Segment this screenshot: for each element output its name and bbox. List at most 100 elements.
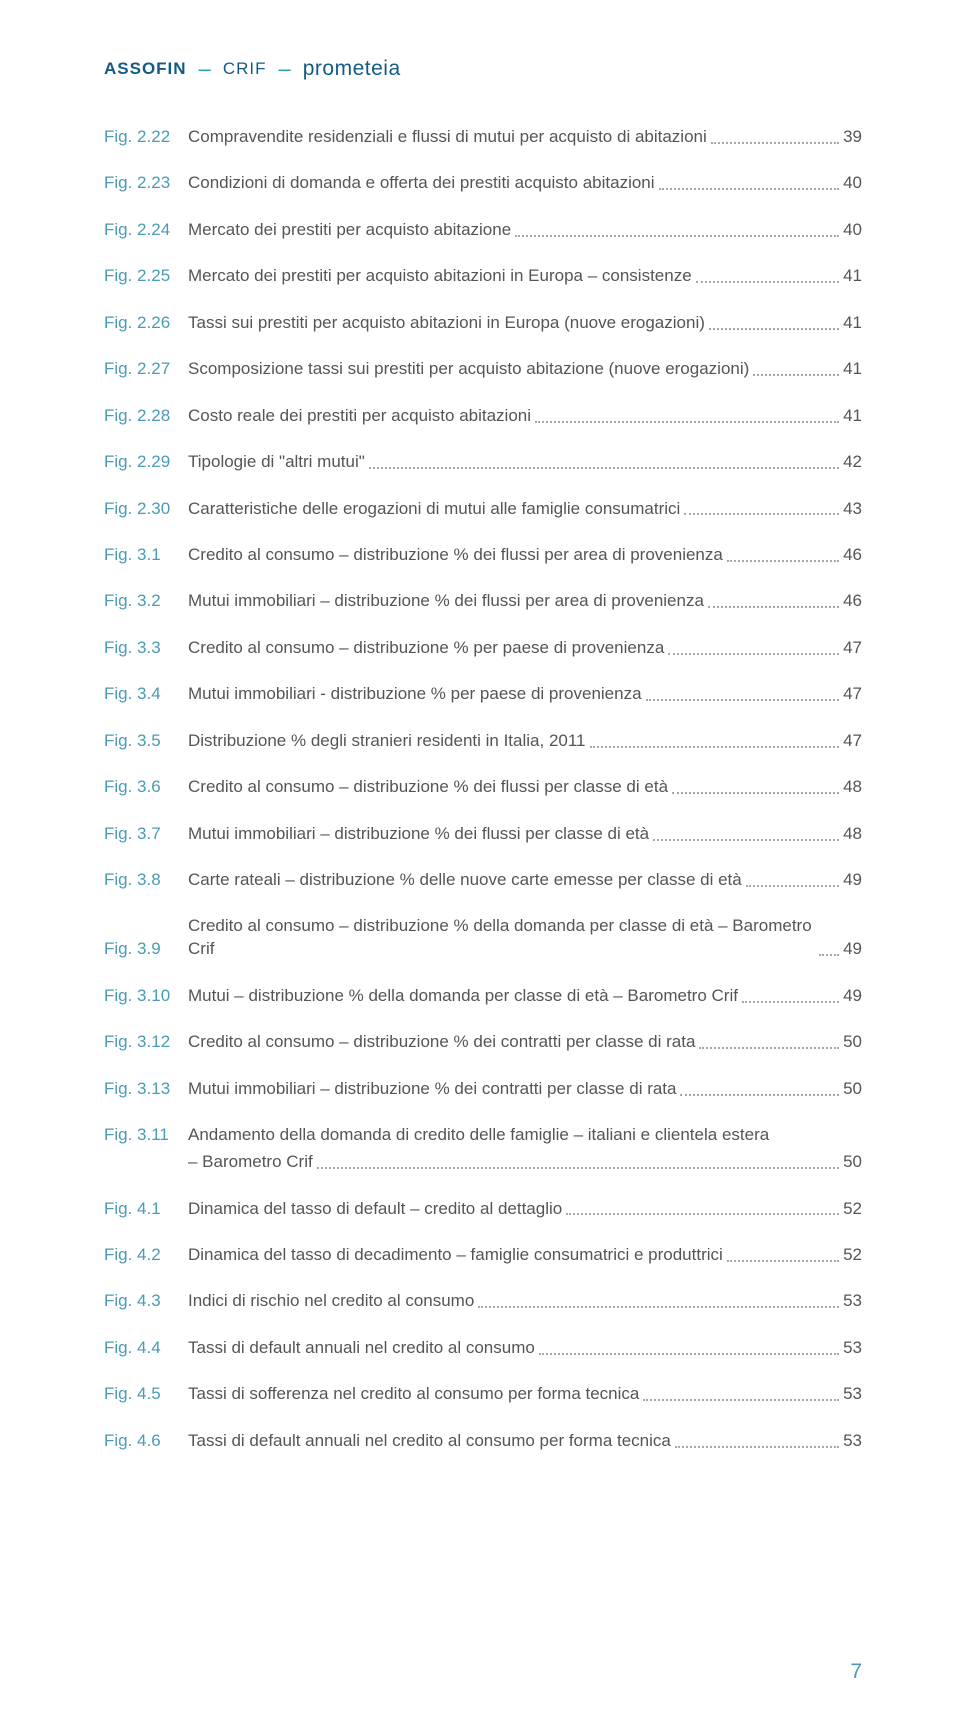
- toc-label: Fig. 3.6: [104, 776, 188, 799]
- toc-title: Mutui – distribuzione % della domanda pe…: [188, 985, 738, 1008]
- toc-leader: [680, 1094, 839, 1096]
- toc-title: Tassi di default annuali nel credito al …: [188, 1430, 671, 1453]
- toc-row: Fig. 3.13Mutui immobiliari – distribuzio…: [104, 1078, 862, 1101]
- toc-page: 47: [843, 730, 862, 753]
- toc-label: Fig. 2.29: [104, 451, 188, 474]
- toc-row: Fig. 2.30Caratteristiche delle erogazion…: [104, 498, 862, 521]
- toc-row: Fig. 3.6Credito al consumo – distribuzio…: [104, 776, 862, 799]
- toc-leader: [668, 653, 839, 655]
- toc-leader: [478, 1306, 839, 1308]
- toc-row: Fig. 2.23Condizioni di domanda e offerta…: [104, 172, 862, 195]
- brand-separator: –: [199, 56, 211, 82]
- toc-page: 50: [843, 1031, 862, 1054]
- toc-title: Costo reale dei prestiti per acquisto ab…: [188, 405, 531, 428]
- toc-label: Fig. 4.4: [104, 1337, 188, 1360]
- toc-row: Fig. 2.26Tassi sui prestiti per acquisto…: [104, 312, 862, 335]
- toc-page: 41: [843, 312, 862, 335]
- toc-leader: [675, 1446, 839, 1448]
- toc-row: Fig. 3.3Credito al consumo – distribuzio…: [104, 637, 862, 660]
- toc-title: Dinamica del tasso di default – credito …: [188, 1198, 562, 1221]
- toc-label: Fig. 4.2: [104, 1244, 188, 1267]
- toc-row: Fig. 2.25Mercato dei prestiti per acquis…: [104, 265, 862, 288]
- toc-title: Compravendite residenziali e flussi di m…: [188, 126, 707, 149]
- toc-title: Tipologie di "altri mutui": [188, 451, 365, 474]
- toc-label: Fig. 2.22: [104, 126, 188, 149]
- brand-crif: CRIF: [223, 59, 267, 79]
- brand-assofin: ASSOFIN: [104, 59, 187, 79]
- toc-leader: [317, 1167, 839, 1169]
- toc-row: Fig. 2.22Compravendite residenziali e fl…: [104, 126, 862, 149]
- toc-page: 49: [843, 869, 862, 892]
- toc-leader: [753, 374, 839, 376]
- toc-title: Mercato dei prestiti per acquisto abitaz…: [188, 265, 692, 288]
- toc-title: Mutui immobiliari – distribuzione % dei …: [188, 590, 704, 613]
- toc-page: 46: [843, 544, 862, 567]
- toc-title: Credito al consumo – distribuzione % dei…: [188, 544, 723, 567]
- toc-row: Fig. 4.4Tassi di default annuali nel cre…: [104, 1337, 862, 1360]
- toc-title: Carte rateali – distribuzione % delle nu…: [188, 869, 742, 892]
- toc-leader: [539, 1353, 839, 1355]
- toc-leader: [659, 188, 840, 190]
- toc-label: Fig. 3.1: [104, 544, 188, 567]
- toc-row: Fig. 3.8Carte rateali – distribuzione % …: [104, 869, 862, 892]
- toc-leader: [699, 1047, 839, 1049]
- toc-label: Fig. 3.3: [104, 637, 188, 660]
- toc-row: Fig. 4.5Tassi di sofferenza nel credito …: [104, 1383, 862, 1406]
- toc-row: Fig. 2.28Costo reale dei prestiti per ac…: [104, 405, 862, 428]
- toc-label: Fig. 3.2: [104, 590, 188, 613]
- toc-page: 46: [843, 590, 862, 613]
- toc-leader: [819, 954, 839, 956]
- toc-row: Fig. 2.27Scomposizione tassi sui prestit…: [104, 358, 862, 381]
- toc-title: Credito al consumo – distribuzione % del…: [188, 915, 815, 961]
- toc-page: 40: [843, 172, 862, 195]
- toc-page: 53: [843, 1430, 862, 1453]
- toc-page: 41: [843, 265, 862, 288]
- toc-row: Fig. 3.5Distribuzione % degli stranieri …: [104, 730, 862, 753]
- brand-separator: –: [278, 56, 290, 82]
- toc-label: Fig. 3.11: [104, 1124, 188, 1147]
- toc-leader: [646, 699, 840, 701]
- toc-label: Fig. 3.8: [104, 869, 188, 892]
- toc-label: Fig. 3.7: [104, 823, 188, 846]
- document-header: ASSOFIN – CRIF – prometeia: [104, 56, 862, 82]
- toc-leader: [590, 746, 840, 748]
- toc-leader: [709, 328, 839, 330]
- toc-label: Fig. 3.4: [104, 683, 188, 706]
- toc-row: Fig. 3.1Credito al consumo – distribuzio…: [104, 544, 862, 567]
- toc-title: Caratteristiche delle erogazioni di mutu…: [188, 498, 680, 521]
- toc-title: Credito al consumo – distribuzione % dei…: [188, 776, 668, 799]
- toc-page: 49: [843, 985, 862, 1008]
- page-number: 7: [850, 1660, 862, 1684]
- toc-title: Scomposizione tassi sui prestiti per acq…: [188, 358, 749, 381]
- toc-label: Fig. 2.30: [104, 498, 188, 521]
- toc-label: Fig. 4.1: [104, 1198, 188, 1221]
- toc-title: Mutui immobiliari – distribuzione % dei …: [188, 823, 649, 846]
- toc-row: Fig. 3.12Credito al consumo – distribuzi…: [104, 1031, 862, 1054]
- toc-label: Fig. 2.27: [104, 358, 188, 381]
- toc-leader: [643, 1399, 839, 1401]
- toc-row: Fig. 3.9Credito al consumo – distribuzio…: [104, 915, 862, 961]
- toc-row: Fig. 4.3Indici di rischio nel credito al…: [104, 1290, 862, 1313]
- toc-row: Fig. 2.24Mercato dei prestiti per acquis…: [104, 219, 862, 242]
- toc-row: Fig. 4.2Dinamica del tasso di decadiment…: [104, 1244, 862, 1267]
- toc-label: Fig. 2.24: [104, 219, 188, 242]
- toc-page: 50: [843, 1078, 862, 1101]
- toc-label: Fig. 2.26: [104, 312, 188, 335]
- toc-leader: [672, 792, 839, 794]
- toc-page: 50: [843, 1151, 862, 1174]
- toc-page: 41: [843, 358, 862, 381]
- toc-row: Fig. 4.6Tassi di default annuali nel cre…: [104, 1430, 862, 1453]
- toc-title-continuation: – Barometro Crif 50: [104, 1151, 862, 1174]
- toc-leader: [369, 467, 839, 469]
- brand-prometeia: prometeia: [303, 57, 401, 81]
- toc-label: Fig. 4.3: [104, 1290, 188, 1313]
- toc-leader: [515, 235, 839, 237]
- toc-label: Fig. 3.10: [104, 985, 188, 1008]
- toc-title: Andamento della domanda di credito delle…: [188, 1124, 769, 1147]
- toc-row: Fig. 3.4Mutui immobiliari - distribuzion…: [104, 683, 862, 706]
- toc-page: 40: [843, 219, 862, 242]
- toc-title-line2: – Barometro Crif: [188, 1151, 313, 1174]
- toc-page: 47: [843, 683, 862, 706]
- toc-page: 48: [843, 823, 862, 846]
- toc-leader: [742, 1001, 839, 1003]
